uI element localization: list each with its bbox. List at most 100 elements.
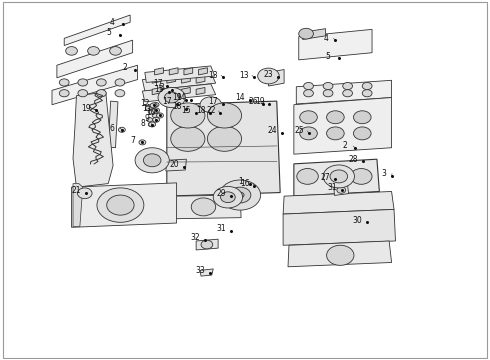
Circle shape <box>323 165 354 188</box>
Text: 15: 15 <box>155 85 164 94</box>
Circle shape <box>139 140 146 145</box>
Circle shape <box>220 180 261 210</box>
Text: 4: 4 <box>323 34 328 43</box>
Polygon shape <box>143 84 216 102</box>
Text: 16: 16 <box>240 179 250 188</box>
Text: 14: 14 <box>177 93 186 102</box>
Text: 2: 2 <box>343 141 347 150</box>
Text: 1: 1 <box>238 177 243 186</box>
Text: 12: 12 <box>140 99 149 108</box>
Polygon shape <box>269 69 284 86</box>
Circle shape <box>327 111 344 124</box>
Text: 19: 19 <box>81 104 91 113</box>
Text: 30: 30 <box>352 216 362 225</box>
Text: 6: 6 <box>110 123 115 132</box>
Text: 31: 31 <box>217 224 226 233</box>
Circle shape <box>327 127 344 140</box>
Circle shape <box>207 103 242 128</box>
Polygon shape <box>108 101 118 148</box>
Circle shape <box>300 127 318 140</box>
Text: 32: 32 <box>190 233 200 242</box>
Circle shape <box>97 188 144 222</box>
Circle shape <box>297 168 318 184</box>
Circle shape <box>304 82 314 90</box>
Circle shape <box>144 154 161 167</box>
Circle shape <box>330 170 347 183</box>
Circle shape <box>362 90 372 97</box>
Circle shape <box>78 90 88 97</box>
Polygon shape <box>64 15 130 45</box>
Polygon shape <box>143 72 216 91</box>
Circle shape <box>191 198 216 216</box>
Circle shape <box>171 126 205 151</box>
Text: 15: 15 <box>182 106 191 115</box>
Circle shape <box>88 46 99 55</box>
Text: 21: 21 <box>72 186 81 195</box>
Text: 13: 13 <box>208 71 218 80</box>
Circle shape <box>148 122 154 127</box>
Text: 3: 3 <box>382 169 387 178</box>
Polygon shape <box>334 185 348 195</box>
Polygon shape <box>52 65 138 105</box>
Circle shape <box>353 127 371 140</box>
Polygon shape <box>167 76 175 83</box>
Circle shape <box>343 82 352 90</box>
Circle shape <box>59 90 69 97</box>
Text: 11: 11 <box>143 104 152 113</box>
Circle shape <box>201 240 213 249</box>
Circle shape <box>77 188 92 199</box>
Circle shape <box>146 106 151 111</box>
Circle shape <box>171 103 205 128</box>
Polygon shape <box>152 87 161 95</box>
Circle shape <box>115 90 125 97</box>
Circle shape <box>300 111 318 124</box>
Text: 7: 7 <box>130 136 135 145</box>
Circle shape <box>323 90 333 97</box>
Polygon shape <box>72 183 176 227</box>
Circle shape <box>153 103 159 107</box>
Circle shape <box>158 87 185 108</box>
Circle shape <box>149 122 156 127</box>
Text: 17: 17 <box>162 97 171 106</box>
Text: 26: 26 <box>249 97 259 106</box>
Circle shape <box>200 97 221 113</box>
Circle shape <box>220 192 235 203</box>
Circle shape <box>97 90 106 97</box>
Polygon shape <box>174 195 241 219</box>
Circle shape <box>153 108 159 113</box>
Text: 28: 28 <box>349 155 358 164</box>
Text: 24: 24 <box>267 126 277 135</box>
Polygon shape <box>145 66 215 82</box>
Polygon shape <box>288 241 392 267</box>
Circle shape <box>150 103 157 108</box>
Text: 23: 23 <box>264 71 273 80</box>
Polygon shape <box>152 76 161 83</box>
Circle shape <box>148 110 154 114</box>
Circle shape <box>323 82 333 90</box>
Circle shape <box>350 168 372 184</box>
Circle shape <box>59 79 69 86</box>
Polygon shape <box>296 80 392 104</box>
Text: 5: 5 <box>107 28 112 37</box>
Polygon shape <box>166 159 186 171</box>
Circle shape <box>229 187 251 203</box>
Circle shape <box>353 111 371 124</box>
Text: 8: 8 <box>141 119 146 128</box>
Polygon shape <box>294 159 379 196</box>
Polygon shape <box>196 87 205 95</box>
Text: 14: 14 <box>235 93 245 102</box>
Circle shape <box>78 79 88 86</box>
Circle shape <box>66 46 77 55</box>
Text: 29: 29 <box>217 189 226 198</box>
Circle shape <box>157 113 163 118</box>
Text: 20: 20 <box>170 160 179 169</box>
Text: 31: 31 <box>327 183 337 192</box>
Polygon shape <box>184 68 193 75</box>
Polygon shape <box>196 76 205 83</box>
Text: 13: 13 <box>239 71 249 80</box>
Circle shape <box>153 117 159 122</box>
Text: 4: 4 <box>110 18 115 27</box>
Polygon shape <box>303 29 326 40</box>
Polygon shape <box>155 68 163 75</box>
Polygon shape <box>169 68 178 75</box>
